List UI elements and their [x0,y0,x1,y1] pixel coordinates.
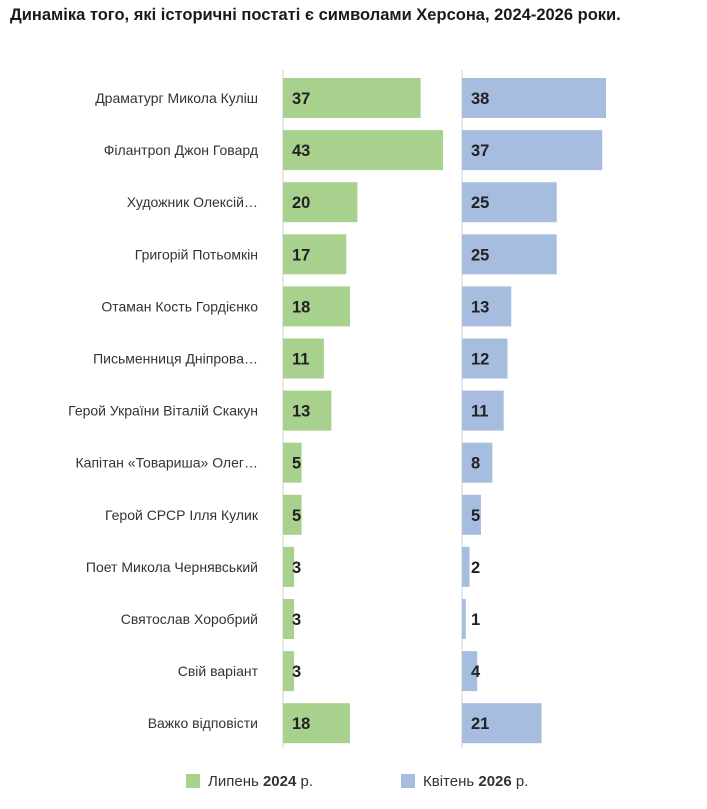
data-label: 4 [471,663,481,681]
bar-2024 [283,390,332,431]
data-label: 3 [292,559,301,577]
bar-2026 [462,390,504,431]
data-label: 18 [292,298,310,316]
bar-2026 [462,234,557,275]
category-label: Поет Микола Чернявський [86,559,258,575]
data-label: 3 [292,611,301,629]
bar-2026 [462,651,478,692]
bar-2026 [462,546,470,587]
data-label: 25 [471,194,489,212]
data-label: 20 [292,194,310,212]
data-label: 13 [292,403,310,421]
bar-2024 [283,182,358,223]
bar-2026 [462,130,603,171]
category-label: Філантроп Джон Говард [104,142,258,158]
data-label: 5 [292,455,301,473]
category-label: Капітан «Товариша» Олег… [76,455,259,471]
legend-entry-2: Квітень 2026 р. [423,773,528,790]
category-label: Драматург Микола Куліш [95,90,258,106]
bar-2026 [462,599,466,639]
data-label: 25 [471,246,489,264]
category-label: Художник Олексій… [127,194,258,210]
category-label: Важко відповісти [148,715,258,731]
category-label: Герой України Віталій Скакун [68,403,258,419]
data-label: 37 [292,90,310,108]
category-label: Отаман Кость Гордієнко [101,298,258,314]
bar-2024 [283,130,443,171]
legend-entry-1: Липень 2024 р. [208,773,313,790]
bar-2026 [462,182,557,223]
bar-2024 [283,546,295,587]
legend-swatch-2 [401,774,415,788]
bar-2024 [283,703,350,744]
legend-swatch-1 [186,774,200,788]
bar-2024 [283,494,302,535]
data-label: 11 [292,351,309,369]
bar-2026 [462,286,512,327]
bar-2026 [462,78,606,118]
category-label: Герой СРСР Ілля Кулик [105,507,259,523]
category-label: Святослав Хоробрий [121,611,258,627]
data-label: 43 [292,142,310,160]
bar-2024 [283,78,421,118]
bar-2026 [462,703,542,744]
data-label: 3 [292,663,301,681]
bar-2024 [283,651,295,692]
bar-2026 [462,494,481,535]
data-label: 18 [292,715,310,733]
data-label: 2 [471,559,480,577]
data-label: 12 [471,351,489,369]
data-label: 17 [292,246,310,264]
data-label: 13 [471,298,489,316]
data-label: 11 [471,403,488,421]
data-label: 38 [471,90,489,108]
data-label: 37 [471,142,489,160]
data-label: 5 [292,507,301,525]
category-label: Письменниця Дніпрова… [93,351,258,367]
category-label: Григорій Потьомкін [135,246,258,262]
data-label: 8 [471,455,480,473]
bar-2026 [462,442,493,483]
data-label: 1 [471,611,480,629]
bar-2024 [283,338,324,379]
data-label: 5 [471,507,480,525]
bar-2024 [283,286,350,327]
bar-2026 [462,338,508,379]
bar-2024 [283,599,295,639]
bar-2024 [283,234,347,275]
category-label: Свій варіант [178,663,259,679]
bar-2024 [283,442,302,483]
chart-title: Динаміка того, які історичні постаті є с… [10,6,621,24]
data-label: 21 [471,715,489,733]
